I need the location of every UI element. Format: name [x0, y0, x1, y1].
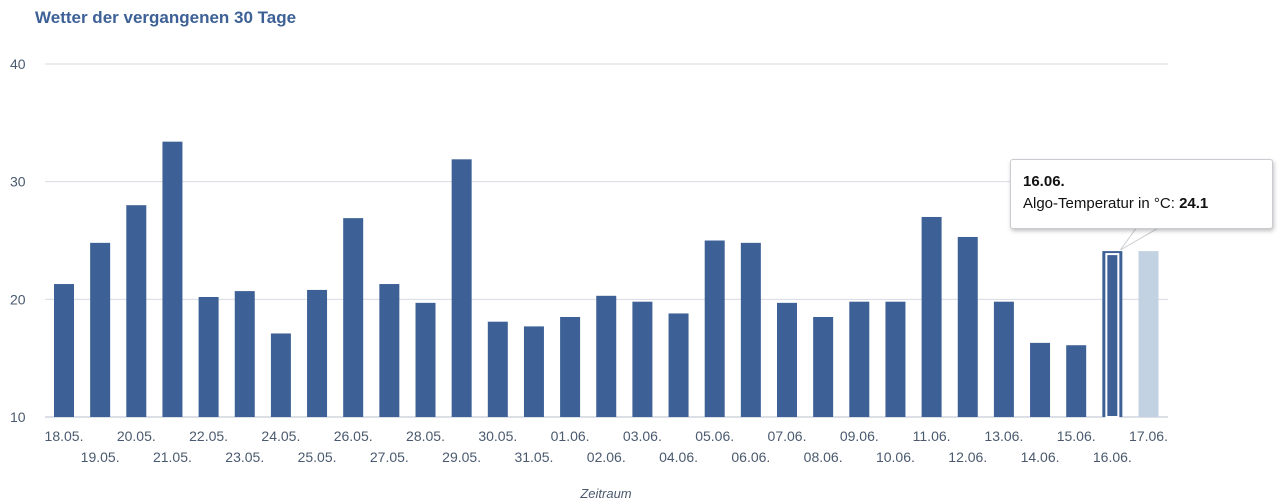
bar[interactable]	[704, 240, 725, 418]
bar[interactable]	[560, 316, 581, 417]
bar[interactable]	[668, 313, 689, 417]
tooltip-pointer	[1119, 227, 1161, 251]
x-axis-label: Zeitraum	[579, 486, 631, 501]
y-tick-label: 40	[10, 56, 26, 72]
x-tick-label: 25.05.	[298, 449, 337, 465]
bar[interactable]	[487, 321, 508, 417]
bar[interactable]	[90, 242, 111, 417]
bar[interactable]	[451, 159, 472, 417]
tooltip-date: 16.06.	[1023, 173, 1065, 190]
x-tick-label: 11.06.	[913, 428, 951, 444]
x-tick-label: 24.05.	[261, 428, 300, 444]
bar[interactable]	[162, 141, 183, 417]
bar[interactable]	[596, 295, 617, 417]
bar[interactable]	[270, 333, 291, 417]
bar[interactable]	[307, 289, 328, 417]
bar[interactable]	[198, 296, 219, 417]
bar[interactable]	[813, 316, 834, 417]
bar[interactable]	[379, 284, 400, 417]
x-axis-ticks: 18.05. 19.05. 20.05. 21.05. 22.05. 23.05. 24.0…	[45, 428, 1168, 465]
x-tick-label: 31.05.	[514, 449, 553, 465]
x-tick-label: 03.06.	[623, 428, 662, 444]
chart-title: Wetter der vergangenen 30 Tage	[35, 8, 297, 27]
x-tick-label: 20.05.	[117, 428, 156, 444]
x-tick-label: 17.06.	[1129, 428, 1168, 444]
bar[interactable]	[126, 205, 147, 417]
bar[interactable]	[523, 326, 544, 417]
bars	[54, 141, 1159, 418]
bar[interactable]	[885, 301, 906, 417]
x-tick-label: 23.05.	[225, 449, 264, 465]
bar[interactable]	[234, 291, 255, 417]
x-tick-label: 15.06.	[1057, 428, 1096, 444]
x-tick-label: 09.06.	[840, 428, 879, 444]
tooltip-line: Algo-Temperatur in °C: 24.1	[1023, 193, 1262, 215]
x-tick-label: 04.06.	[659, 449, 698, 465]
x-tick-label: 21.05.	[153, 449, 192, 465]
bar[interactable]	[632, 301, 653, 417]
x-tick-label: 26.05.	[334, 428, 373, 444]
x-tick-label: 01.06.	[551, 428, 590, 444]
x-tick-label: 18.05.	[45, 428, 84, 444]
bar[interactable]	[1030, 342, 1051, 417]
x-tick-label: 12.06.	[948, 449, 987, 465]
x-tick-label: 08.06.	[804, 449, 843, 465]
bar[interactable]	[54, 284, 74, 417]
x-tick-label: 27.05.	[370, 449, 409, 465]
x-tick-label: 19.05.	[81, 449, 120, 465]
x-tick-label: 05.06.	[695, 428, 734, 444]
x-tick-label: 07.06.	[768, 428, 807, 444]
y-tick-label: 10	[10, 409, 26, 425]
x-tick-label: 29.05.	[442, 449, 481, 465]
bar[interactable]	[1066, 345, 1087, 417]
x-tick-label: 28.05.	[406, 428, 445, 444]
y-tick-label: 20	[10, 291, 26, 307]
x-tick-label: 22.05.	[189, 428, 228, 444]
bar[interactable]	[1138, 251, 1159, 417]
x-tick-label: 30.05.	[478, 428, 517, 444]
bar[interactable]	[921, 216, 942, 417]
bar[interactable]	[415, 302, 436, 417]
y-axis-ticks: 10 20 30 40	[10, 56, 26, 425]
x-tick-label: 13.06.	[984, 428, 1023, 444]
bar[interactable]	[957, 236, 978, 417]
bar[interactable]	[993, 301, 1014, 417]
x-tick-label: 16.06.	[1093, 449, 1132, 465]
tooltip-label: Algo-Temperatur in °C:	[1023, 195, 1175, 212]
x-tick-label: 14.06.	[1021, 449, 1060, 465]
bar[interactable]	[343, 218, 364, 417]
bar[interactable]	[849, 301, 870, 417]
x-tick-label: 06.06.	[731, 449, 770, 465]
chart-tooltip: 16.06. Algo-Temperatur in °C: 24.1	[1010, 159, 1273, 229]
bar-highlight-outline	[1105, 253, 1120, 418]
x-tick-label: 10.06.	[876, 449, 915, 465]
bar[interactable]	[777, 302, 797, 417]
tooltip-value: 24.1	[1179, 195, 1209, 212]
bar[interactable]	[740, 242, 761, 417]
y-tick-label: 30	[10, 174, 26, 190]
x-tick-label: 02.06.	[587, 449, 626, 465]
